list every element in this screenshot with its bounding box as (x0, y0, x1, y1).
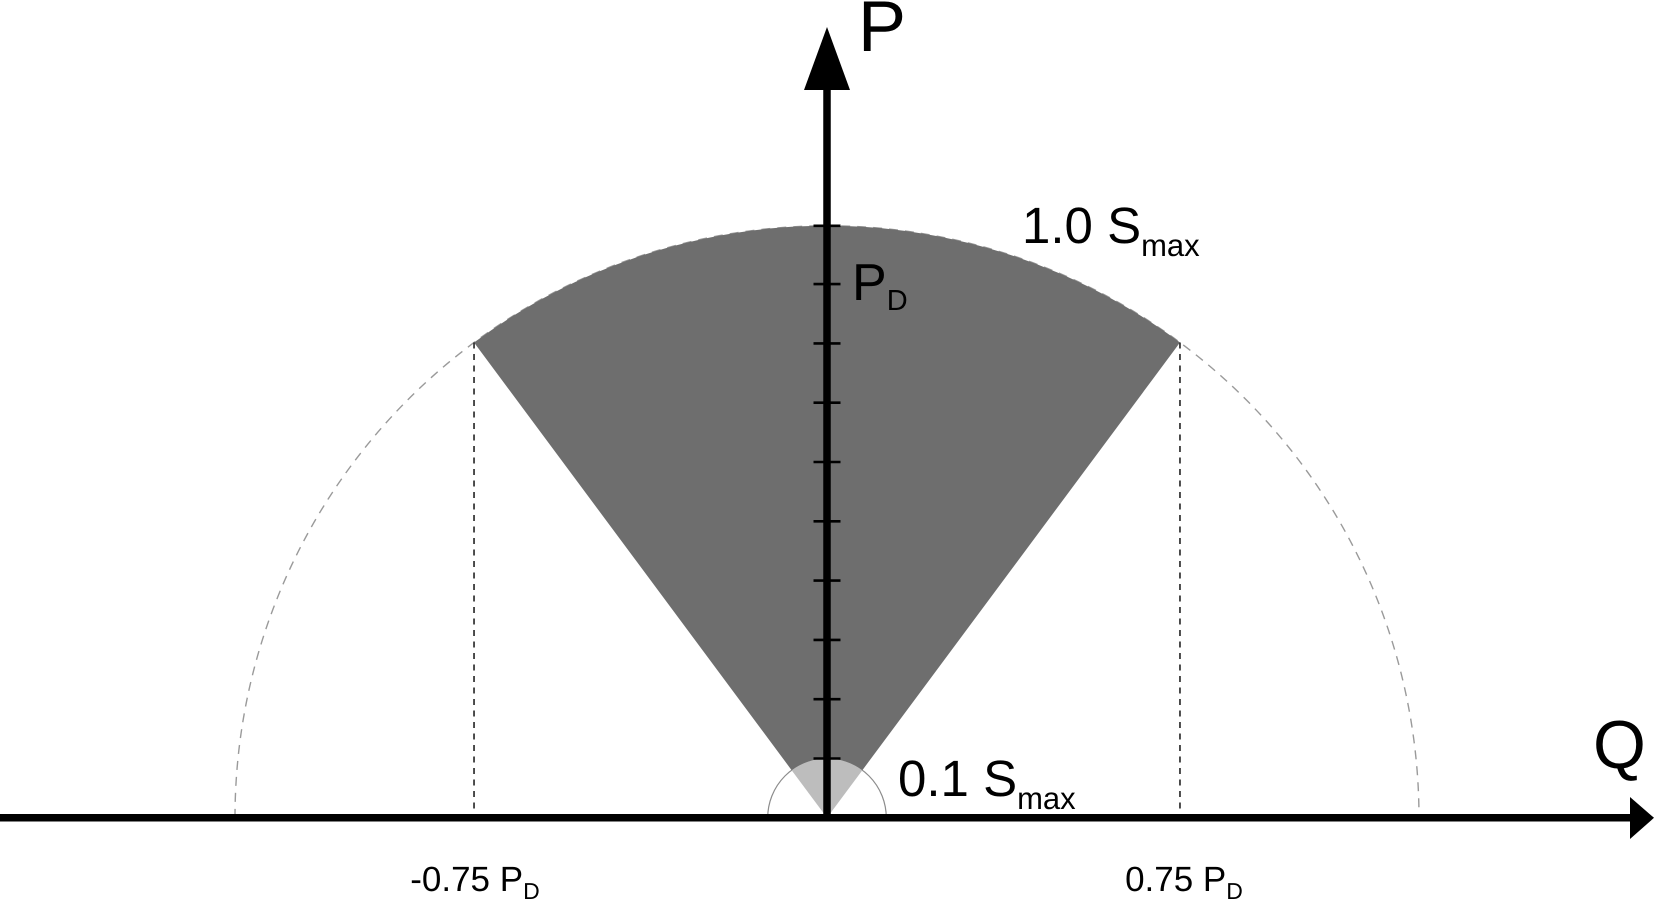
svg-text:0.75 PD: 0.75 PD (1125, 860, 1243, 902)
svg-text:0.1 Smax: 0.1 Smax (898, 750, 1076, 816)
svg-text:1.0 Smax: 1.0 Smax (1022, 197, 1200, 263)
svg-text:-0.75 PD: -0.75 PD (410, 860, 539, 902)
svg-text:P: P (858, 0, 906, 67)
svg-text:Q: Q (1593, 707, 1646, 783)
